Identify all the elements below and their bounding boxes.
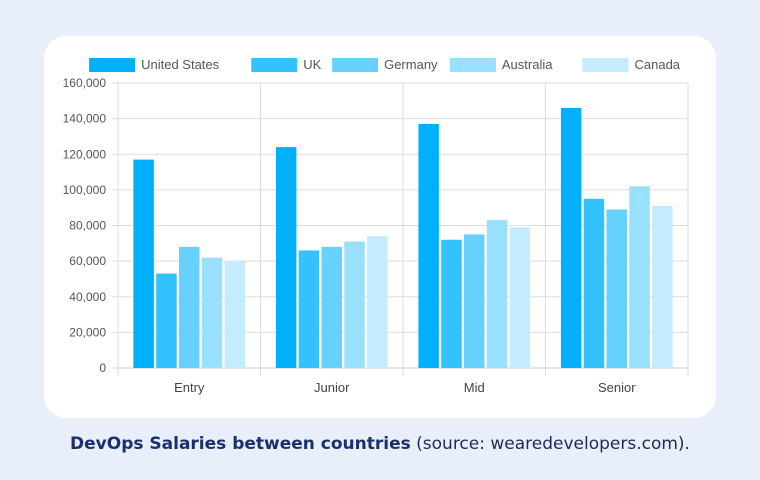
bar-uk-mid xyxy=(441,239,462,368)
legend-label: UK xyxy=(303,57,321,72)
x-tick-label: Mid xyxy=(464,380,485,395)
legend-swatch xyxy=(582,58,629,72)
bar-united-states-mid xyxy=(418,123,439,368)
bar-united-states-entry xyxy=(133,159,154,368)
bar-canada-entry xyxy=(224,261,246,368)
bar-australia-junior xyxy=(344,241,365,368)
y-tick-label: 40,000 xyxy=(69,290,106,304)
legend-label: Australia xyxy=(502,57,553,72)
legend-swatch xyxy=(332,58,379,72)
x-tick-label: Entry xyxy=(174,380,205,395)
bar-united-states-junior xyxy=(275,147,297,368)
y-tick-label: 100,000 xyxy=(63,183,107,197)
bar-canada-mid xyxy=(509,227,531,368)
x-tick-label: Senior xyxy=(598,380,636,395)
bar-united-states-senior xyxy=(560,107,582,368)
bar-uk-senior xyxy=(583,198,605,368)
bar-germany-mid xyxy=(464,234,485,368)
bar-canada-senior xyxy=(652,205,673,368)
y-tick-label: 80,000 xyxy=(69,219,106,233)
y-tick-label: 0 xyxy=(99,361,106,375)
legend-swatch xyxy=(449,58,496,72)
legend-label: United States xyxy=(141,57,220,72)
bar-australia-entry xyxy=(201,257,223,368)
bar-canada-junior xyxy=(367,236,388,368)
bar-germany-junior xyxy=(321,246,342,368)
legend-swatch xyxy=(89,58,136,72)
bar-australia-mid xyxy=(486,220,508,368)
legend-label: Canada xyxy=(635,57,681,72)
y-tick-label: 60,000 xyxy=(69,254,106,268)
y-tick-label: 120,000 xyxy=(63,147,107,161)
y-tick-label: 140,000 xyxy=(63,112,107,126)
bar-uk-entry xyxy=(156,273,177,368)
bar-chart: 0 20,000 40,000 60,000 80,000 100,000 120,000 1… xyxy=(63,57,689,395)
bar-uk-junior xyxy=(298,250,320,368)
y-tick-label: 160,000 xyxy=(63,76,107,90)
legend-label: Germany xyxy=(384,57,438,72)
caption-source: (source: wearedevelopers.com). xyxy=(410,434,690,454)
caption-title: DevOps Salaries between countries xyxy=(70,434,411,454)
bar-germany-entry xyxy=(179,246,200,368)
y-tick-label: 20,000 xyxy=(69,325,106,339)
x-tick-label: Junior xyxy=(314,380,350,395)
legend-swatch xyxy=(251,58,298,72)
bar-germany-senior xyxy=(606,209,627,368)
chart-card: 0 20,000 40,000 60,000 80,000 100,000 120,000 1… xyxy=(44,36,716,418)
chart-caption: DevOps Salaries between countries (sourc… xyxy=(0,434,760,454)
bar-australia-senior xyxy=(629,186,650,368)
